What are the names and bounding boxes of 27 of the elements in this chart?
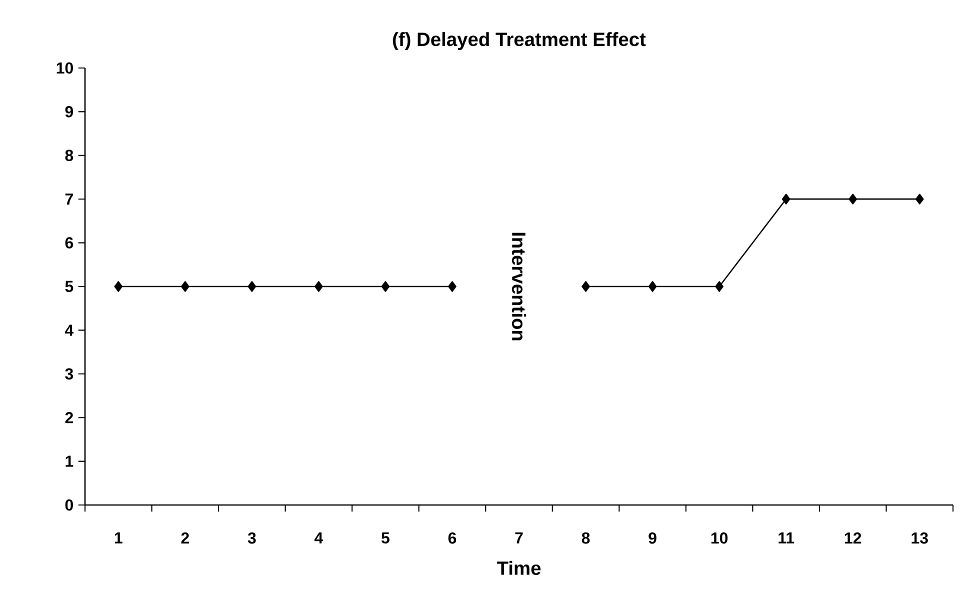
x-tick-label: 4: [314, 532, 324, 544]
y-tick-label: 1: [66, 456, 74, 467]
x-tick-label: 8: [582, 532, 590, 544]
x-tick-label: 11: [778, 532, 794, 544]
y-tick-label: 2: [65, 412, 73, 424]
x-tick-label: 12: [844, 532, 862, 544]
x-tick-label: 9: [648, 532, 656, 544]
x-tick-label: 5: [382, 532, 390, 544]
x-tick-label: 7: [515, 532, 523, 544]
x-tick-label: 13: [912, 532, 928, 544]
y-tick-label: 10: [56, 62, 73, 74]
y-tick-label: 9: [65, 106, 74, 118]
y-tick-label: 6: [65, 237, 74, 248]
y-tick-label: 8: [65, 150, 74, 162]
chart-title: (f) Delayed Treatment Effect: [393, 32, 646, 50]
x-tick-label: 1: [114, 532, 122, 544]
x-axis-title: Time: [496, 560, 541, 575]
y-tick-label: 3: [65, 368, 74, 380]
y-tick-label: 4: [64, 324, 74, 336]
y-tick-label: 5: [65, 280, 74, 292]
x-tick-label: 6: [448, 532, 456, 544]
x-tick-label: 10: [711, 532, 728, 544]
y-tick-label: 0: [65, 499, 73, 511]
x-tick-label: 2: [181, 532, 189, 544]
annotation: Intervention: [512, 232, 526, 340]
x-tick-label: 3: [248, 532, 256, 544]
y-tick-label: 7: [65, 194, 73, 205]
